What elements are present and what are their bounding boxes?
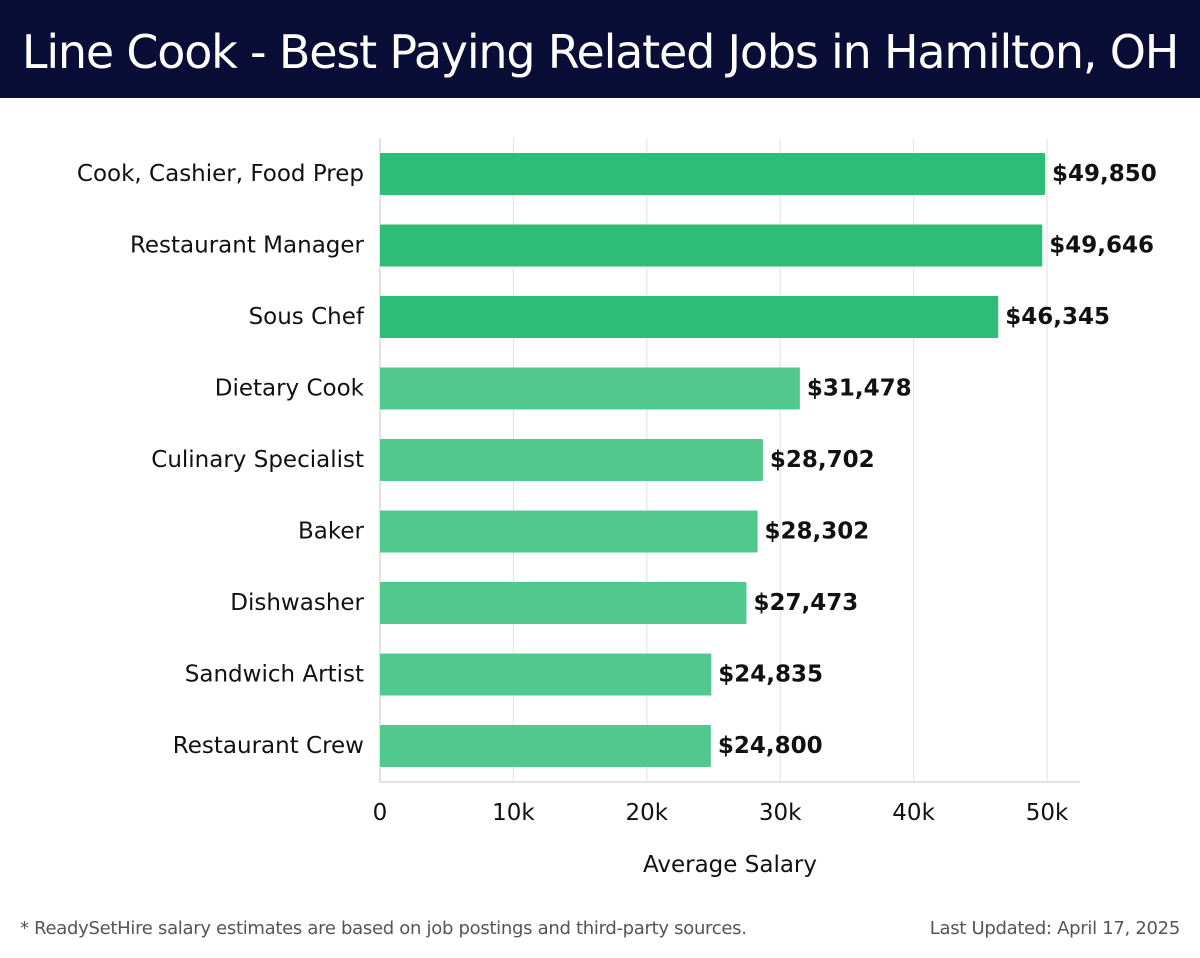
value-label: $46,345 (1005, 304, 1110, 330)
bar (380, 582, 747, 624)
bar-chart: Cook, Cashier, Food Prep $49,850 Restauran… (77, 138, 1157, 878)
value-label: $28,302 (765, 519, 870, 545)
bar (380, 725, 711, 767)
category-label: Restaurant Manager (130, 233, 365, 259)
x-tick-label: 20k (626, 800, 669, 826)
bar (380, 367, 800, 410)
value-label: $31,478 (807, 376, 912, 402)
bar (380, 653, 712, 696)
category-label: Sandwich Artist (185, 662, 364, 688)
category-label: Sous Chef (249, 304, 365, 330)
x-axis-title: Average Salary (643, 852, 817, 878)
bar (380, 510, 758, 553)
category-label: Cook, Cashier, Food Prep (77, 161, 364, 187)
value-label: $28,702 (770, 447, 875, 473)
value-label: $49,850 (1052, 161, 1157, 187)
x-tick-label: 30k (759, 800, 802, 826)
last-updated: Last Updated: April 17, 2025 (929, 918, 1181, 939)
footnote: * ReadySetHire salary estimates are base… (20, 918, 747, 939)
x-tick-label: 40k (892, 800, 935, 826)
category-label: Baker (298, 519, 365, 545)
x-tick-label: 0 (373, 800, 388, 826)
category-label: Dishwasher (230, 590, 364, 616)
x-tick-label: 50k (1026, 800, 1069, 826)
value-label: $24,800 (718, 733, 823, 759)
value-label: $27,473 (753, 590, 858, 616)
title-banner: Line Cook - Best Paying Related Jobs in … (0, 0, 1200, 98)
bar (380, 439, 763, 481)
value-label: $24,835 (718, 662, 823, 688)
bar (380, 296, 999, 338)
x-tick-label: 10k (492, 800, 535, 826)
category-label: Dietary Cook (215, 376, 365, 402)
category-label: Restaurant Crew (173, 733, 364, 759)
category-label: Culinary Specialist (151, 447, 364, 473)
chart-title: Line Cook - Best Paying Related Jobs in … (21, 25, 1179, 79)
value-label: $49,646 (1049, 233, 1154, 259)
bar (380, 153, 1045, 195)
bar (380, 224, 1043, 267)
